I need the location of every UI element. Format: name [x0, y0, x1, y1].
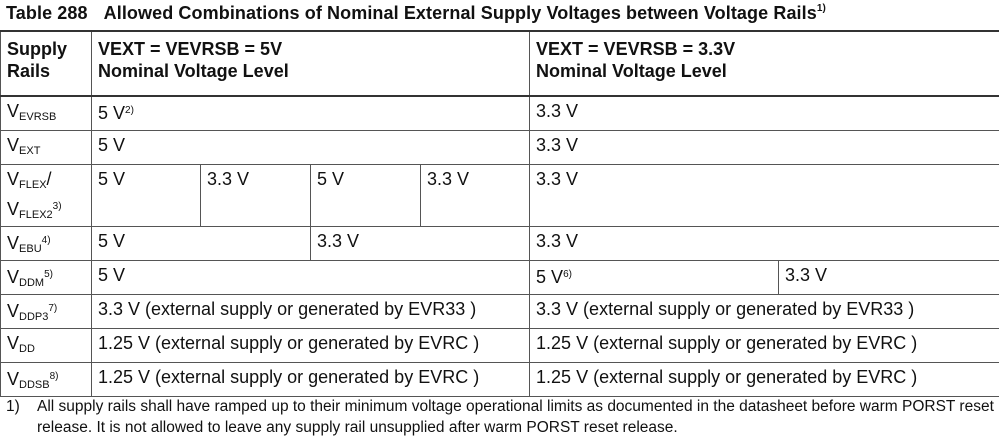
table-row-vddm: VDDM5) 5 V 5 V6) 3.3 V — [0, 260, 999, 295]
table-row-vevrsb: VEVRSB 5 V2) 3.3 V — [0, 95, 999, 131]
header-supply-rails: Supply Rails — [0, 30, 92, 97]
cell-5v: 5 V — [90, 260, 531, 295]
header-3v3: VEXT = VEVRSB = 3.3V Nominal Voltage Lev… — [529, 30, 999, 97]
rail-vddp3: VDDP37) — [0, 294, 92, 329]
cell-5v: 1.25 V (external supply or generated by … — [90, 328, 531, 363]
table-row-vflex: VFLEX/ VFLEX23) 5 V 3.3 V 5 V 3.3 V 3.3 … — [0, 164, 999, 227]
rail-vddsb: VDDSB8) — [0, 362, 92, 397]
table-row-vddsb: VDDSB8) 1.25 V (external supply or gener… — [0, 362, 999, 397]
rail-vflex: VFLEX/ VFLEX23) — [0, 164, 92, 227]
cell-5v-b: 3.3 V — [200, 164, 311, 227]
cell-3v3: 1.25 V (external supply or generated by … — [529, 328, 999, 363]
rail-vdd: VDD — [0, 328, 92, 363]
rail-vddm: VDDM5) — [0, 260, 92, 295]
cell-5v-a: 5 V — [91, 226, 311, 261]
supply-voltage-table: Supply Rails VEXT = VEVRSB = 5V Nominal … — [0, 30, 999, 397]
table-number: Table 288 — [6, 3, 88, 23]
cell-3v3: 3.3 V (external supply or generated by E… — [529, 294, 999, 329]
table-footnote: 1) All supply rails shall have ramped up… — [6, 396, 996, 438]
rail-vext: VEXT — [0, 130, 92, 165]
cell-5v-a: 5 V — [91, 164, 201, 227]
table-row-vdd: VDD 1.25 V (external supply or generated… — [0, 328, 999, 363]
cell-3v3: 3.3 V — [529, 226, 999, 261]
cell-3v3-a: 5 V6) — [529, 260, 780, 295]
cell-5v-c: 5 V — [310, 164, 421, 227]
footnote-text: All supply rails shall have ramped up to… — [37, 398, 994, 436]
table-title: Allowed Combinations of Nominal External… — [103, 3, 817, 23]
cell-3v3: 3.3 V — [529, 95, 999, 131]
cell-5v: 5 V — [90, 130, 531, 165]
footnote-mark: 1) — [6, 398, 20, 415]
table-row-vddp3: VDDP37) 3.3 V (external supply or genera… — [0, 294, 999, 329]
caption-footnote-ref: 1) — [816, 3, 826, 14]
table-row-vext: VEXT 5 V 3.3 V — [0, 130, 999, 165]
cell-5v-b: 3.3 V — [309, 226, 531, 261]
rail-vebu: VEBU4) — [0, 226, 92, 261]
cell-5v: 1.25 V (external supply or generated by … — [90, 362, 531, 397]
header-5v: VEXT = VEVRSB = 5V Nominal Voltage Level — [90, 30, 531, 97]
cell-5v-d: 3.3 V — [419, 164, 531, 227]
cell-3v3: 3.3 V — [529, 164, 999, 227]
rail-vevrsb: VEVRSB — [0, 95, 92, 131]
cell-3v3: 3.3 V — [529, 130, 999, 165]
cell-5v: 5 V2) — [90, 95, 531, 131]
cell-5v: 3.3 V (external supply or generated by E… — [90, 294, 531, 329]
table-row-vebu: VEBU4) 5 V 3.3 V 3.3 V — [0, 226, 999, 261]
table-caption: Table 288 Allowed Combinations of Nominal… — [6, 3, 826, 24]
cell-3v3-b: 3.3 V — [778, 260, 999, 295]
table-header-row: Supply Rails VEXT = VEVRSB = 5V Nominal … — [0, 30, 999, 97]
cell-3v3: 1.25 V (external supply or generated by … — [529, 362, 999, 397]
